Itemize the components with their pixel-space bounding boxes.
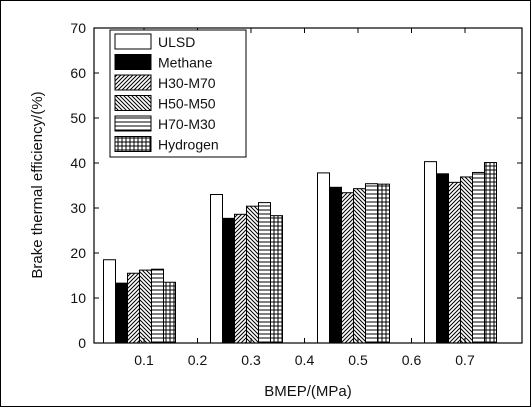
- bar-ulsd-0.2: [210, 194, 223, 344]
- bar-h70-m30-0.1: [151, 268, 164, 344]
- legend-swatch: [114, 33, 152, 50]
- bar-h70-m30-0.2: [258, 202, 271, 344]
- x-tick-label: 0.4: [295, 352, 315, 368]
- legend-swatch: [114, 115, 152, 132]
- x-tick-label: 0.3: [241, 352, 261, 368]
- bar-h70-m30-0.4: [365, 183, 378, 344]
- x-tick-label: 0.5: [348, 352, 368, 368]
- x-tick-label: 0.1: [134, 352, 154, 368]
- bar-ulsd-0.1: [103, 259, 116, 344]
- bar-h70-m30-0.5: [472, 171, 485, 344]
- bar-methane-0.1: [115, 282, 128, 344]
- bar-h30-m70-0.4: [341, 192, 354, 344]
- bar-h50-m50-0.5: [460, 176, 473, 344]
- bar-h30-m70-0.5: [448, 181, 461, 344]
- bar-h30-m70-0.2: [234, 213, 247, 344]
- bar-hydrogen-0.4: [377, 183, 390, 344]
- legend-swatch: [114, 74, 152, 91]
- y-tick-label: 60: [70, 65, 86, 81]
- legend-label: Methane: [158, 55, 213, 71]
- legend-label: Hydrogen: [158, 137, 219, 153]
- bar-methane-0.5: [436, 173, 449, 344]
- legend-swatch: [114, 136, 152, 152]
- legend-label: H50-M50: [158, 96, 216, 112]
- x-tick-label: 0.6: [402, 352, 422, 368]
- bar-h30-m70-0.1: [127, 272, 140, 344]
- legend: ULSD Methane H30-M70 H50-M50 H70-M30 Hydrogen: [109, 29, 247, 158]
- y-tick-label: 10: [70, 290, 86, 306]
- y-tick-label: 20: [70, 245, 86, 261]
- bar-methane-0.4: [329, 186, 342, 344]
- legend-label: H30-M70: [158, 75, 216, 91]
- legend-label: H70-M30: [158, 116, 216, 132]
- y-tick-label: 70: [70, 20, 86, 36]
- bar-ulsd-0.4: [317, 172, 330, 344]
- y-tick-label: 0: [78, 335, 86, 351]
- bar-hydrogen-0.2: [270, 215, 283, 344]
- legend-swatch: [114, 54, 152, 70]
- x-tick-label: 0.7: [455, 352, 475, 368]
- bar-h50-m50-0.4: [353, 188, 366, 344]
- bar-methane-0.2: [222, 217, 235, 344]
- x-tick-label: 0.2: [188, 352, 208, 368]
- bars-layer: [103, 161, 497, 344]
- plot-area: [93, 27, 523, 344]
- y-tick-label: 30: [70, 200, 86, 216]
- y-axis-title: Brake thermal efficiency/(%): [29, 91, 46, 278]
- bar-hydrogen-0.5: [484, 162, 497, 344]
- bar-h50-m50-0.2: [246, 205, 259, 344]
- legend-label: ULSD: [158, 34, 195, 50]
- legend-swatch: [114, 95, 152, 111]
- bar-h50-m50-0.1: [139, 269, 152, 344]
- y-tick-label: 40: [70, 155, 86, 171]
- legend-box: [109, 29, 247, 158]
- bar-hydrogen-0.1: [163, 281, 176, 344]
- bar-ulsd-0.5: [424, 161, 437, 344]
- x-axis-title: BMEP/(MPa): [264, 383, 352, 400]
- axes-layer: 0 10 20 30 40 50 60 70 0.1 0.2 0.3 0.4 0.5 0.6 0.7: [70, 20, 522, 368]
- y-tick-label: 50: [70, 110, 86, 126]
